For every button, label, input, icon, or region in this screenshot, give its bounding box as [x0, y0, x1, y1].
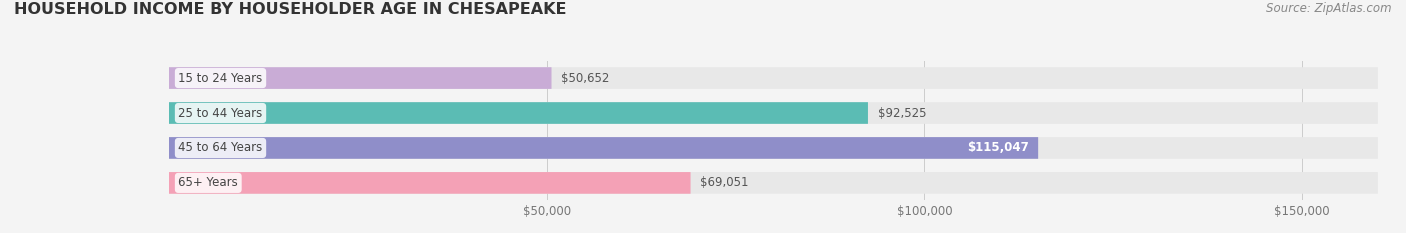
- Text: HOUSEHOLD INCOME BY HOUSEHOLDER AGE IN CHESAPEAKE: HOUSEHOLD INCOME BY HOUSEHOLDER AGE IN C…: [14, 2, 567, 17]
- Text: $69,051: $69,051: [700, 176, 749, 189]
- Text: $50,652: $50,652: [561, 72, 610, 85]
- FancyBboxPatch shape: [169, 172, 1378, 194]
- Text: 45 to 64 Years: 45 to 64 Years: [179, 141, 263, 154]
- Text: Source: ZipAtlas.com: Source: ZipAtlas.com: [1267, 2, 1392, 15]
- Text: 15 to 24 Years: 15 to 24 Years: [179, 72, 263, 85]
- Text: $115,047: $115,047: [967, 141, 1028, 154]
- FancyBboxPatch shape: [169, 102, 1378, 124]
- FancyBboxPatch shape: [169, 102, 868, 124]
- FancyBboxPatch shape: [169, 172, 690, 194]
- FancyBboxPatch shape: [169, 137, 1038, 159]
- FancyBboxPatch shape: [169, 67, 551, 89]
- FancyBboxPatch shape: [169, 137, 1378, 159]
- Text: $92,525: $92,525: [877, 106, 927, 120]
- Text: 65+ Years: 65+ Years: [179, 176, 238, 189]
- Text: 25 to 44 Years: 25 to 44 Years: [179, 106, 263, 120]
- FancyBboxPatch shape: [169, 67, 1378, 89]
